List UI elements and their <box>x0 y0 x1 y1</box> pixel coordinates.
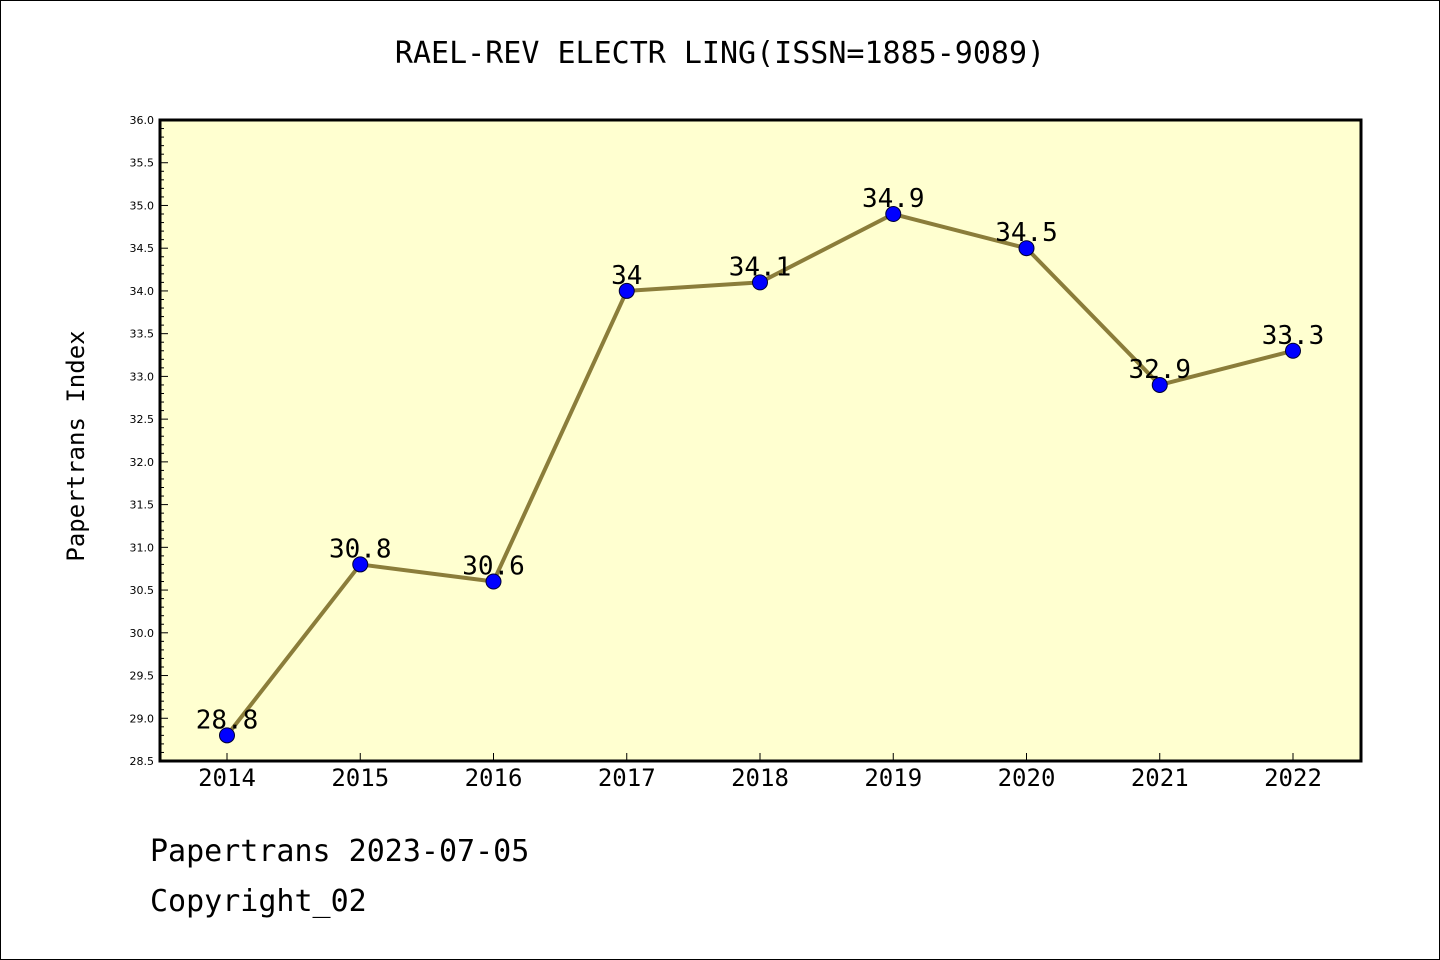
data-point <box>1285 342 1301 359</box>
data-label: 34.5 <box>995 218 1058 248</box>
data-point <box>219 727 235 744</box>
data-point <box>1151 376 1168 393</box>
x-tick-label: 2022 <box>1264 764 1322 792</box>
y-tick-label: 35.5 <box>130 157 155 170</box>
data-label: 30.6 <box>462 552 525 582</box>
y-tick-label: 30.0 <box>130 627 155 640</box>
data-point <box>618 282 635 299</box>
y-tick-label: 35.0 <box>130 199 155 212</box>
y-axis-ticks: 28.5 29.0 29.5 30.0 30.5 31.0 31.5 32.0 32.5 33.0… <box>130 114 168 768</box>
data-point <box>1018 240 1035 257</box>
y-tick-label: 34.5 <box>130 242 155 255</box>
data-label: 34 <box>611 261 642 291</box>
x-tick-label: 2015 <box>331 764 389 792</box>
y-tick-label: 30.5 <box>130 584 155 597</box>
y-tick-label: 31.0 <box>130 541 155 554</box>
data-label: 28.8 <box>196 705 259 735</box>
data-point <box>352 556 369 573</box>
data-label: 34.1 <box>729 252 792 282</box>
x-tick-label: 2019 <box>864 764 922 792</box>
x-tick-label: 2018 <box>731 764 789 792</box>
y-tick-label: 33.0 <box>130 370 155 383</box>
y-tick-label: 29.0 <box>130 712 155 725</box>
x-tick-label: 2020 <box>998 764 1056 792</box>
footer-copyright: Copyright_02 <box>150 884 367 919</box>
data-label: 32.9 <box>1128 355 1191 385</box>
data-point <box>752 274 768 291</box>
y-tick-label: 31.5 <box>130 499 155 512</box>
data-labels: 28.8 30.8 30.6 34 34.1 34.9 34.5 32.9 33.3 <box>196 184 1325 735</box>
chart-title: RAEL-REV ELECTR LING(ISSN=1885-9089) <box>394 36 1046 71</box>
x-tick-label: 2021 <box>1131 764 1189 792</box>
y-tick-label: 29.5 <box>130 670 155 683</box>
y-tick-label: 32.5 <box>130 413 155 426</box>
y-tick-label: 28.5 <box>130 755 155 768</box>
data-point <box>885 206 902 223</box>
y-tick-label: 33.5 <box>130 328 155 341</box>
data-label: 34.9 <box>862 184 925 214</box>
data-point <box>485 573 502 590</box>
y-tick-label: 34.0 <box>130 285 155 298</box>
data-label: 30.8 <box>329 534 392 564</box>
x-tick-label: 2016 <box>465 764 523 792</box>
plot-area <box>158 118 1363 763</box>
footer-date: Papertrans 2023-07-05 <box>150 834 530 869</box>
x-tick-label: 2014 <box>198 764 256 792</box>
data-label: 33.3 <box>1262 321 1325 351</box>
x-axis-ticks: 2014 2015 2016 2017 2018 2019 2020 2021 2022 <box>198 753 1322 792</box>
y-tick-label: 32.0 <box>130 456 155 469</box>
x-tick-label: 2017 <box>598 764 656 792</box>
y-tick-label: 36.0 <box>130 114 155 127</box>
series-layer <box>219 206 1301 744</box>
